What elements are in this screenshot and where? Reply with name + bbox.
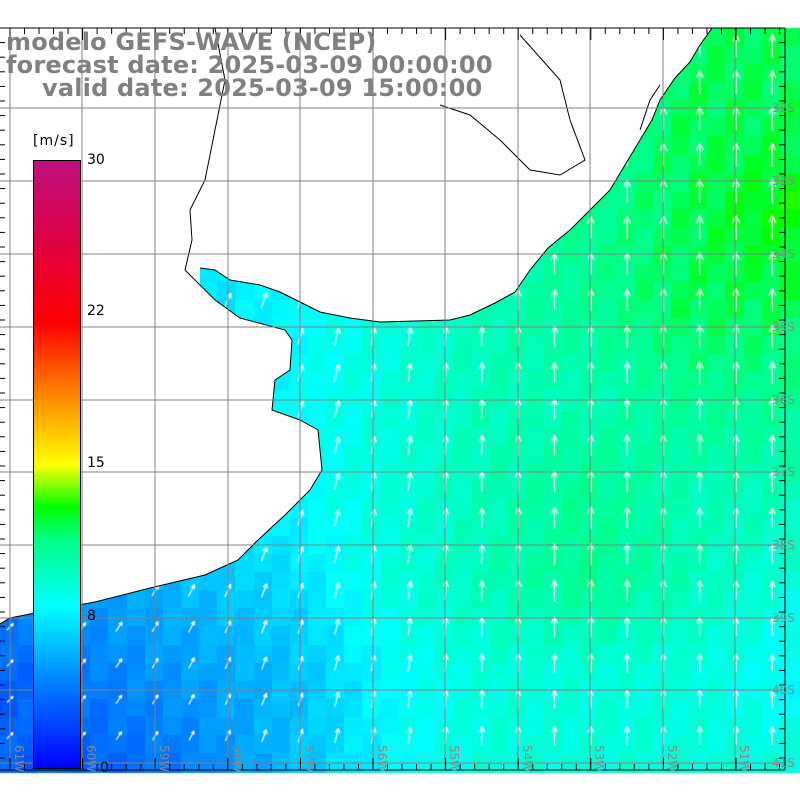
lon-label: 52W <box>665 745 679 773</box>
title-valid-date: valid date: 2025-03-09 15:00:00 <box>42 74 483 102</box>
lon-label: 51W <box>737 745 751 773</box>
lat-label: 33S <box>772 174 795 188</box>
lon-label: 59W <box>157 745 171 773</box>
lat-label: 38S <box>772 538 795 552</box>
lon-label: 60W <box>84 745 98 773</box>
lon-label: 54W <box>520 745 534 773</box>
lat-label: 36S <box>772 393 795 407</box>
lon-label: 55W <box>447 745 461 773</box>
lon-label: 61W <box>12 745 26 773</box>
colorbar-label-22: 22 <box>87 303 105 319</box>
lat-label: 40S <box>772 683 795 697</box>
lon-label: 57W <box>302 745 316 773</box>
lon-label: 53W <box>592 745 606 773</box>
colorbar-label-15: 15 <box>87 455 105 471</box>
title-forecast-date: forecast date: 2025-03-09 00:00:00 <box>6 51 493 79</box>
lon-label: 56W <box>375 745 389 773</box>
axis-ticks <box>0 27 786 771</box>
colorbar-label-0: 0 <box>100 760 109 776</box>
colorbar-unit: [m/s] <box>33 133 75 149</box>
colorbar-label-30: 30 <box>87 152 105 168</box>
coastline <box>0 27 713 625</box>
lagoon-coastline <box>184 27 661 271</box>
colorbar-label-8: 8 <box>87 608 96 624</box>
graticule <box>0 28 785 770</box>
lat-label: 32S <box>772 101 795 115</box>
colorbar <box>33 160 81 769</box>
lat-label: 39S <box>772 611 795 625</box>
land-mask <box>0 28 712 624</box>
title-model: modelo GEFS-WAVE (NCEP) <box>6 28 377 56</box>
lat-label: 35S <box>772 320 795 334</box>
lat-label: 37S <box>772 465 795 479</box>
lat-label: 41S <box>772 756 795 770</box>
lon-label: 58W <box>230 745 244 773</box>
lat-label: 34S <box>772 247 795 261</box>
